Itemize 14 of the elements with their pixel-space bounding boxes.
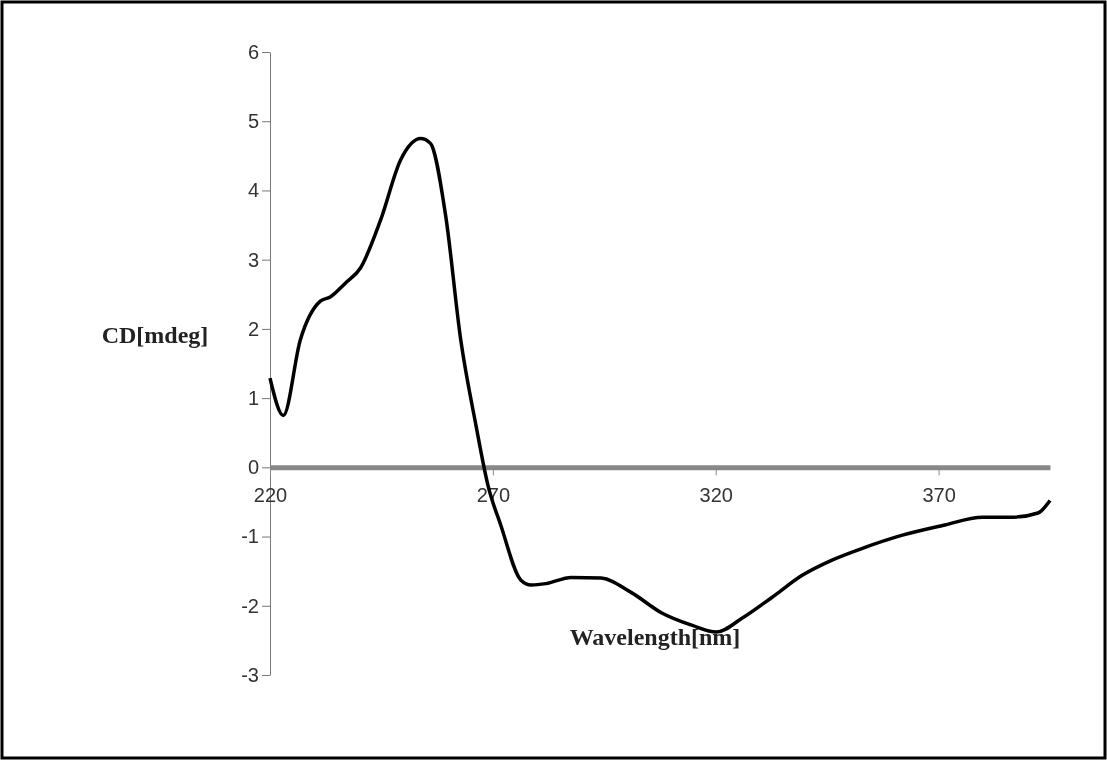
x-tick-label: 370 [922,484,956,507]
y-tick-label: -3 [241,663,259,686]
y-axis-title: CD[mdeg] [101,322,209,348]
y-tick-label: 2 [247,317,259,340]
y-tick-label: 6 [247,40,259,63]
x-axis-title: Wavelength[nm] [569,624,741,650]
y-tick-label: 5 [247,110,259,133]
y-tick-label: 0 [247,456,259,479]
y-tick-label: -1 [241,525,259,548]
y-tick-label: 1 [247,387,259,410]
y-tick-label: -2 [241,594,259,617]
x-tick-label: 320 [699,484,733,507]
y-tick-label: 3 [247,248,259,271]
y-tick-label: 4 [247,179,259,202]
